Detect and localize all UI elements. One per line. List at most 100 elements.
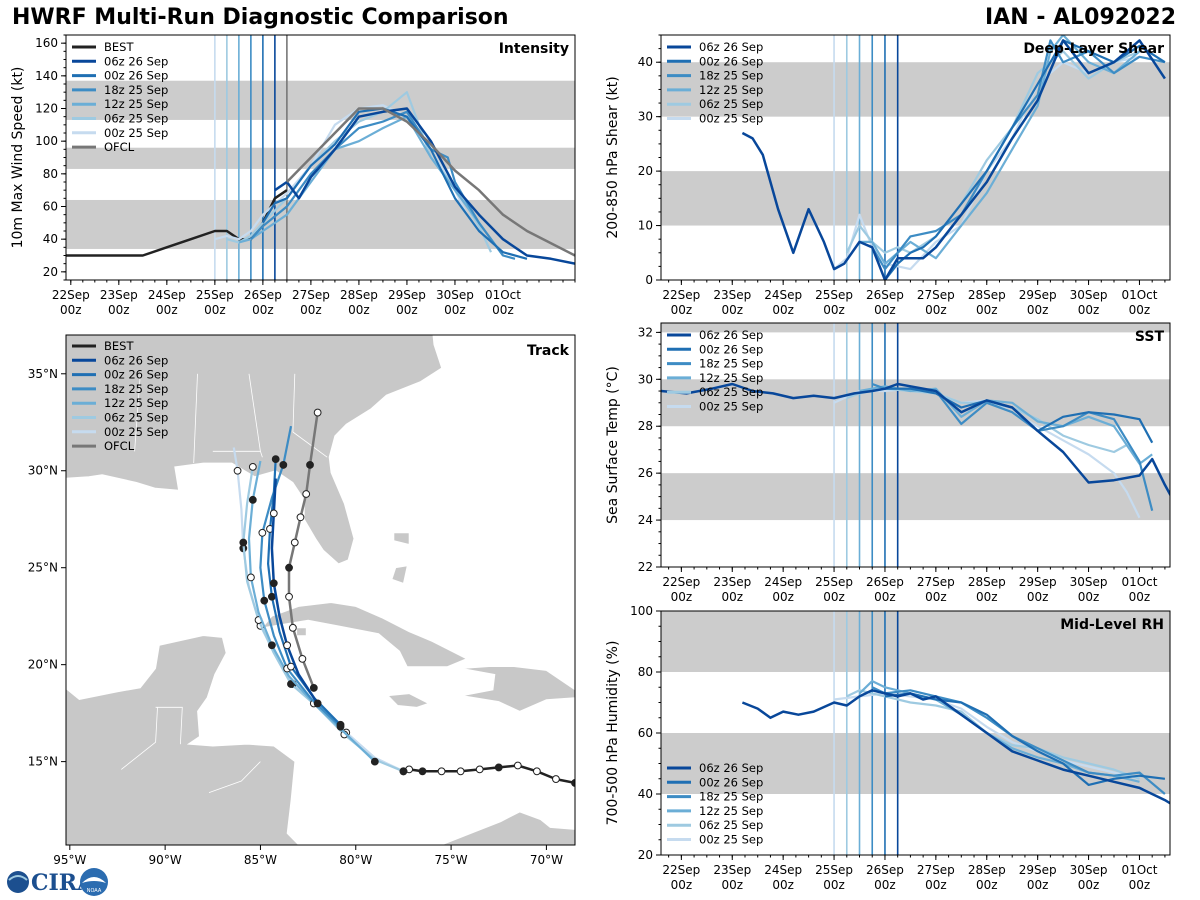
rh-x-tick-label: 27Sep bbox=[917, 863, 955, 877]
intensity-series-12z-25-sep bbox=[238, 115, 504, 257]
shear-x-tick-label: 00z bbox=[671, 303, 693, 317]
shear-legend-entry: 06z 26 Sep bbox=[699, 40, 763, 54]
rh-x-tick-label: 00z bbox=[1078, 878, 1100, 892]
intensity-series-18z-25-sep bbox=[250, 110, 516, 260]
rh-panel-label: Mid-Level RH bbox=[1060, 617, 1164, 633]
sst-legend-entry: 18z 25 Sep bbox=[699, 357, 763, 371]
sst-x-tick-label: 00z bbox=[721, 590, 743, 604]
sst-y-tick-label: 32 bbox=[638, 325, 653, 339]
shear-x-tick-label: 22Sep bbox=[662, 288, 700, 302]
track-point-06z-25-sep bbox=[399, 767, 408, 776]
intensity-x-tick-label: 24Sep bbox=[148, 288, 186, 302]
track-line-06z-26-sep bbox=[270, 478, 319, 705]
intensity-legend-entry: 00z 26 Sep bbox=[104, 69, 168, 83]
sst-legend-entry: 00z 25 Sep bbox=[699, 400, 763, 414]
sst-x-tick-label: 30Sep bbox=[1070, 575, 1108, 589]
track-point-best bbox=[475, 765, 484, 774]
track-point-best bbox=[456, 767, 465, 776]
intensity-x-tick-label: 23Sep bbox=[100, 288, 138, 302]
border-line bbox=[134, 373, 141, 452]
shear-x-tick-label: 00z bbox=[925, 303, 947, 317]
rh-x-tick-label: 00z bbox=[1027, 878, 1049, 892]
track-x-tick-label: 75°W bbox=[435, 853, 468, 867]
shear-y-tick-label: 0 bbox=[645, 273, 653, 287]
track-map-layer bbox=[66, 335, 575, 845]
sst-panel-label: SST bbox=[1135, 329, 1165, 345]
sst-y-tick-label: 24 bbox=[638, 513, 653, 527]
sst-x-tick-label: 28Sep bbox=[968, 575, 1006, 589]
intensity-panel: 2040608010012014016022Sep00z23Sep00z24Se… bbox=[10, 34, 576, 317]
track-point-ofcl bbox=[313, 408, 322, 417]
cira-logo: CIRA NOAA bbox=[7, 868, 108, 896]
track-point-ofcl bbox=[288, 623, 297, 632]
rh-panel: 2040608010022Sep00z23Sep00z24Sep00z25Sep… bbox=[605, 604, 1171, 892]
shear-series-06z-26-sep bbox=[741, 39, 1166, 280]
track-y-tick-label: 35°N bbox=[28, 367, 58, 381]
shear-y-tick-label: 40 bbox=[638, 55, 653, 69]
track-legend-entry: 00z 26 Sep bbox=[104, 368, 168, 382]
intensity-y-tick-label: 40 bbox=[43, 232, 58, 246]
track-point-12z-25-sep bbox=[267, 641, 276, 650]
shear-x-tick-label: 28Sep bbox=[968, 288, 1006, 302]
land-mass bbox=[66, 635, 300, 845]
intensity-x-tick-label: 00z bbox=[444, 303, 466, 317]
track-point-12z-25-sep bbox=[248, 495, 257, 504]
rh-x-tick-label: 00z bbox=[671, 878, 693, 892]
intensity-x-tick-label: 00z bbox=[60, 303, 82, 317]
sst-series-00z-25-sep bbox=[833, 387, 1141, 519]
shear-legend-entry: 18z 25 Sep bbox=[699, 69, 763, 83]
sst-x-tick-label: 27Sep bbox=[917, 575, 955, 589]
track-panel-label: Track bbox=[527, 343, 570, 359]
track-point-06z-25-sep bbox=[239, 538, 248, 547]
sst-x-tick-label: 00z bbox=[1078, 590, 1100, 604]
intensity-x-tick-label: 00z bbox=[300, 303, 322, 317]
rh-x-tick-label: 00z bbox=[874, 878, 896, 892]
figure-title: HWRF Multi-Run Diagnostic Comparison bbox=[12, 5, 509, 30]
track-point-best bbox=[532, 767, 541, 776]
rh-y-tick-label: 40 bbox=[638, 787, 653, 801]
track-point-best bbox=[552, 775, 560, 783]
intensity-legend-entry: OFCL bbox=[104, 140, 135, 154]
track-point-ofcl bbox=[298, 654, 307, 663]
rh-legend-entry: 06z 25 Sep bbox=[699, 818, 763, 832]
rh-x-tick-label: 00z bbox=[772, 878, 794, 892]
track-legend-entry: 12z 25 Sep bbox=[104, 396, 168, 410]
intensity-legend-entry: 00z 25 Sep bbox=[104, 126, 168, 140]
rh-legend-entry: 00z 26 Sep bbox=[699, 775, 763, 789]
track-legend-entry: 18z 25 Sep bbox=[104, 382, 168, 396]
track-y-tick-label: 20°N bbox=[28, 658, 58, 672]
cira-globe-icon bbox=[7, 871, 29, 893]
rh-x-tick-label: 24Sep bbox=[764, 863, 802, 877]
intensity-y-axis-label: 10m Max Wind Speed (kt) bbox=[10, 67, 26, 249]
intensity-x-tick-label: 00z bbox=[204, 303, 226, 317]
sst-legend-entry: 06z 25 Sep bbox=[699, 385, 763, 399]
intensity-x-tick-label: 00z bbox=[396, 303, 418, 317]
track-x-tick-label: 85°W bbox=[244, 853, 277, 867]
shear-x-tick-label: 00z bbox=[976, 303, 998, 317]
land-mass bbox=[574, 693, 575, 704]
track-point-ofcl bbox=[285, 592, 293, 601]
track-y-tick-label: 15°N bbox=[28, 755, 58, 769]
track-point-06z-26-sep bbox=[269, 579, 278, 588]
shear-shaded-band bbox=[661, 171, 1170, 226]
track-point-06z-25-sep bbox=[287, 680, 295, 688]
rh-x-tick-label: 23Sep bbox=[713, 863, 751, 877]
intensity-shaded-band bbox=[66, 199, 575, 249]
sst-axes-frame bbox=[660, 322, 1171, 568]
track-legend-entry: OFCL bbox=[104, 439, 135, 453]
intensity-x-tick-label: 25Sep bbox=[196, 288, 234, 302]
rh-shaded-band bbox=[661, 611, 1170, 672]
sst-x-tick-label: 01Oct bbox=[1121, 575, 1157, 589]
rh-x-tick-label: 00z bbox=[721, 878, 743, 892]
track-point-06z-25-sep bbox=[248, 462, 257, 471]
land-mass bbox=[391, 565, 408, 584]
intensity-series-06z-25-sep bbox=[226, 91, 492, 253]
track-axes-frame bbox=[65, 334, 576, 846]
sst-x-tick-label: 23Sep bbox=[713, 575, 751, 589]
intensity-x-tick-label: 30Sep bbox=[436, 288, 474, 302]
sst-x-tick-label: 25Sep bbox=[815, 575, 853, 589]
track-legend-entry: BEST bbox=[104, 339, 134, 353]
track-point-best bbox=[513, 761, 522, 770]
track-legend-entry: 06z 25 Sep bbox=[104, 411, 168, 425]
shear-panel: 01020304022Sep00z23Sep00z24Sep00z25Sep00… bbox=[605, 34, 1171, 317]
